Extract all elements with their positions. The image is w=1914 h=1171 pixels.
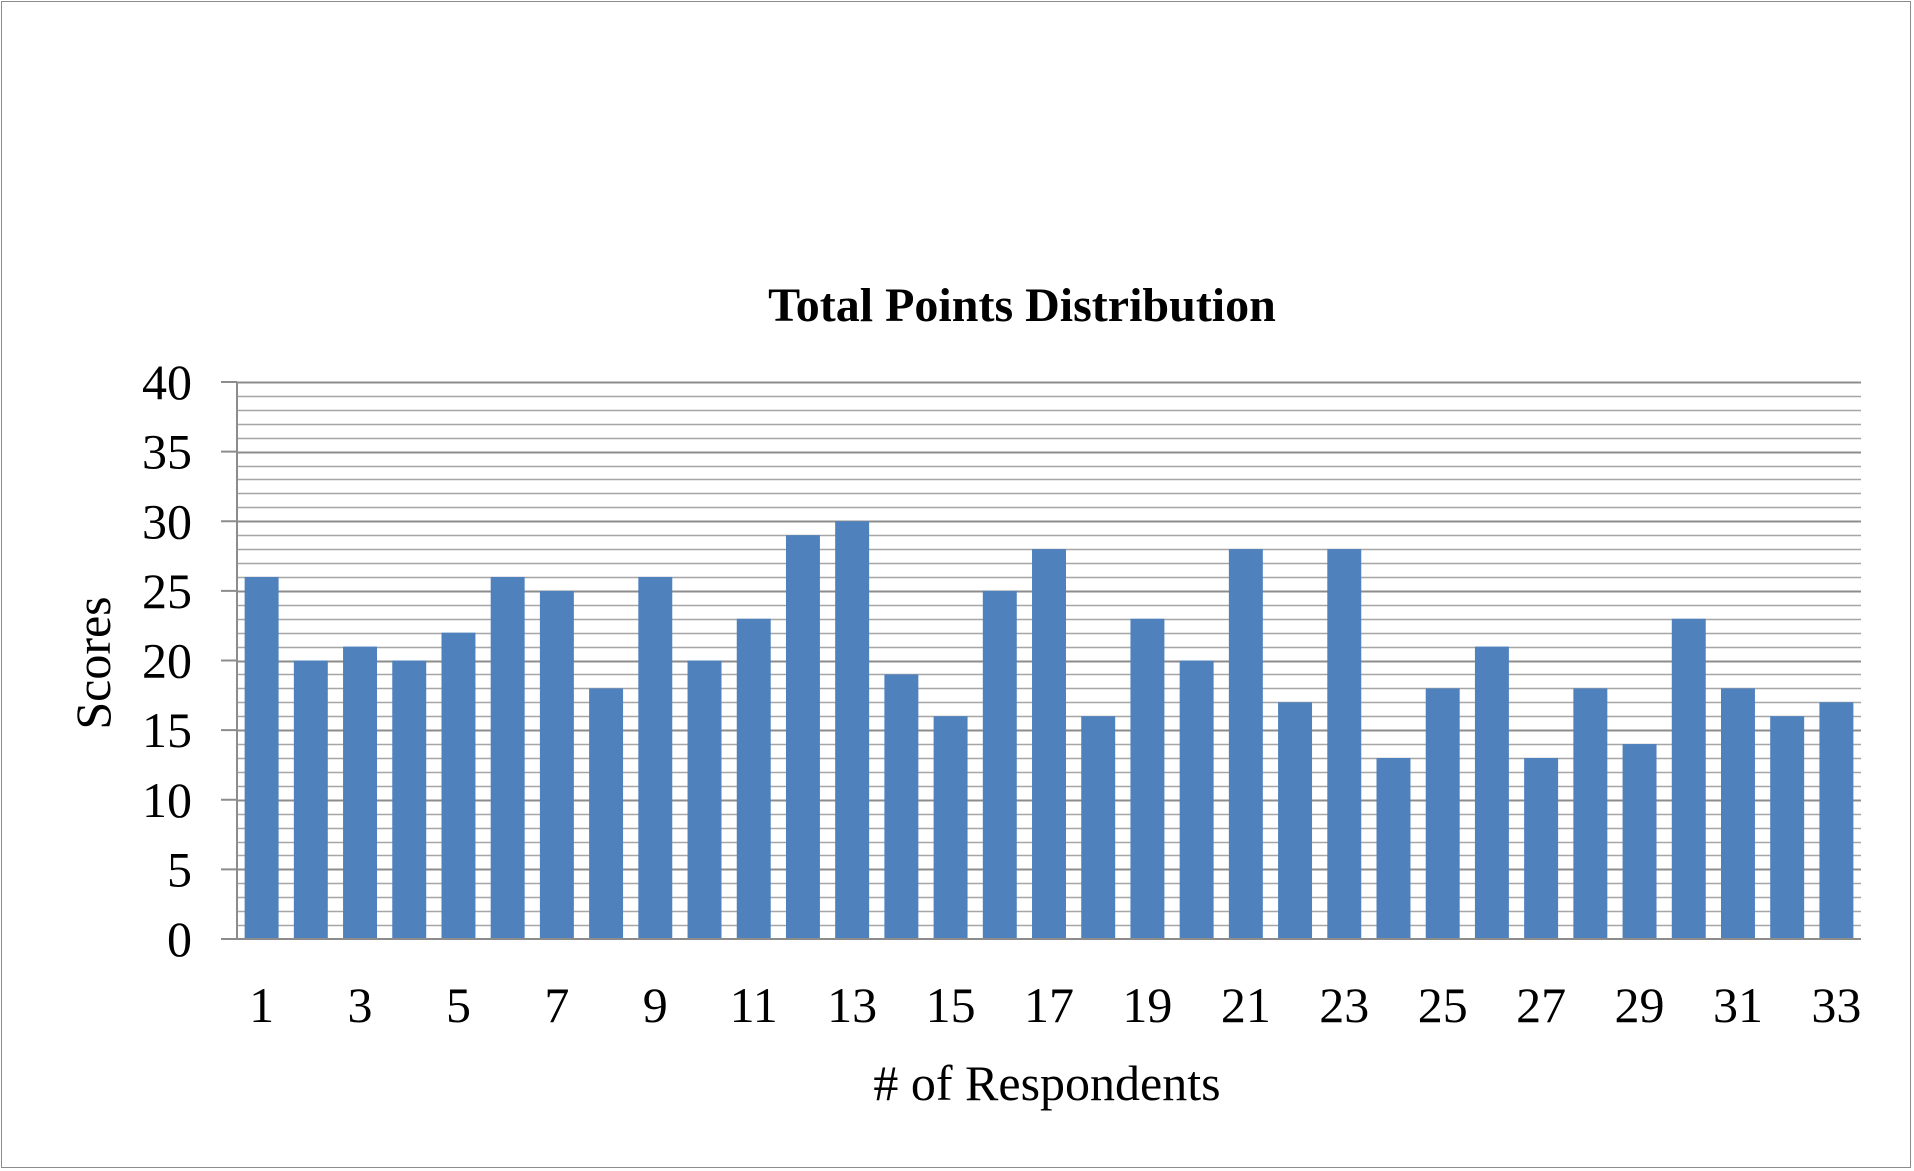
bar — [1819, 702, 1854, 939]
bars — [244, 521, 1854, 940]
x-axis-label: # of Respondents — [873, 1055, 1220, 1111]
x-tick-label: 11 — [730, 977, 778, 1033]
bar — [785, 535, 820, 939]
y-tick-label: 25 — [142, 563, 192, 619]
bar — [1278, 702, 1313, 939]
bar — [1671, 618, 1706, 939]
x-tick-label: 33 — [1811, 977, 1861, 1033]
y-tick-label: 35 — [142, 424, 192, 480]
x-tick-label: 21 — [1221, 977, 1271, 1033]
bar — [1524, 757, 1559, 939]
bar — [293, 660, 328, 939]
y-tick-label: 10 — [142, 772, 192, 828]
y-tick-label: 5 — [167, 841, 192, 897]
y-axis-label: Scores — [65, 596, 121, 729]
x-tick-label: 17 — [1024, 977, 1074, 1033]
x-tick-label: 13 — [827, 977, 877, 1033]
x-tick-label: 23 — [1319, 977, 1369, 1033]
y-tick-label: 15 — [142, 702, 192, 758]
bar — [589, 688, 624, 939]
x-tick-label: 31 — [1713, 977, 1763, 1033]
bar — [441, 632, 476, 939]
chart-title: Total Points Distribution — [768, 279, 1276, 332]
bar — [1327, 549, 1362, 939]
x-tick-label: 7 — [544, 977, 569, 1033]
y-tick-label: 40 — [142, 354, 192, 410]
bar — [1032, 549, 1066, 939]
x-tick-labels: 1 3 5 7 9 11 13 15 17 19 21 23 25 27 29 31 33 — [249, 977, 1861, 1033]
x-tick-label: 9 — [643, 977, 668, 1033]
bar — [884, 674, 919, 939]
bar — [1474, 646, 1509, 939]
bar — [490, 576, 525, 939]
x-tick-label: 25 — [1418, 977, 1468, 1033]
x-tick-label: 1 — [249, 977, 274, 1033]
bar — [1228, 549, 1263, 939]
y-tick-labels: 0 5 10 15 20 25 30 35 40 — [142, 354, 192, 967]
axes — [221, 381, 1861, 940]
bar — [1573, 688, 1608, 939]
y-tick-label: 0 — [167, 911, 192, 967]
x-tick-label: 19 — [1122, 977, 1172, 1033]
x-tick-label: 29 — [1615, 977, 1665, 1033]
bar — [982, 590, 1017, 940]
bar — [1720, 688, 1755, 939]
bar — [1130, 618, 1165, 939]
bar — [392, 660, 427, 939]
bar — [736, 618, 771, 939]
bar — [1622, 744, 1657, 939]
bar — [343, 646, 378, 939]
x-tick-label: 5 — [446, 977, 471, 1033]
bar — [1425, 688, 1460, 939]
bar — [1770, 716, 1805, 939]
bar — [835, 521, 870, 939]
bar — [638, 576, 673, 939]
bar — [1179, 660, 1214, 939]
bar — [1376, 757, 1411, 939]
x-tick-label: 27 — [1516, 977, 1566, 1033]
y-tick-label: 30 — [142, 493, 192, 549]
y-tick-label: 20 — [142, 633, 192, 689]
bar — [1081, 716, 1116, 939]
x-tick-label: 15 — [926, 977, 976, 1033]
bar — [687, 660, 722, 939]
x-tick-label: 3 — [348, 977, 373, 1033]
bar — [933, 716, 968, 939]
bar — [244, 576, 279, 939]
bar — [539, 590, 574, 940]
